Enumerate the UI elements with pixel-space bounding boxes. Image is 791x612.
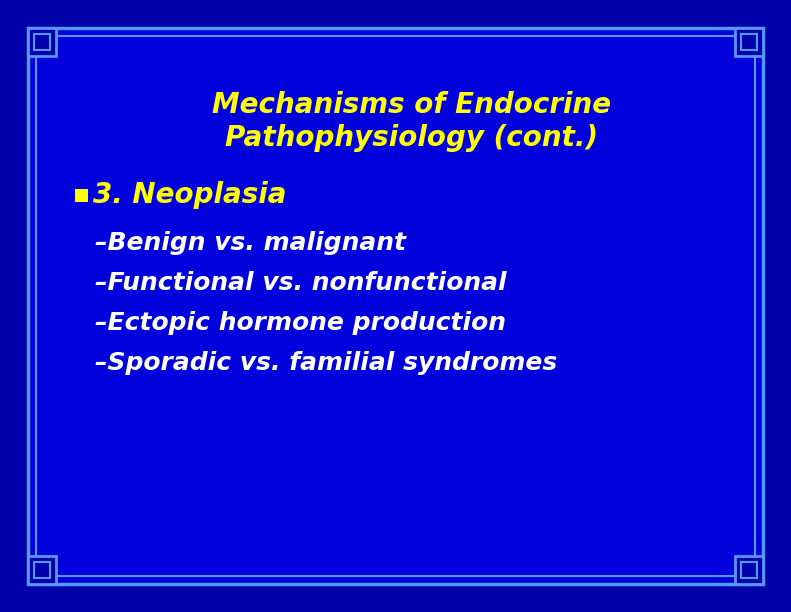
Bar [28, 28, 56, 56]
Bar [741, 34, 757, 50]
Bar [741, 562, 757, 578]
Text: –Ectopic hormone production: –Ectopic hormone production [95, 311, 506, 335]
Text: –Benign vs. malignant: –Benign vs. malignant [95, 231, 406, 255]
Bar [75, 188, 88, 201]
Text: Pathophysiology (cont.): Pathophysiology (cont.) [225, 124, 598, 152]
Bar [735, 28, 763, 56]
Text: –Sporadic vs. familial syndromes: –Sporadic vs. familial syndromes [95, 351, 557, 375]
Text: 3. Neoplasia: 3. Neoplasia [93, 181, 286, 209]
Bar [34, 34, 50, 50]
Bar [735, 556, 763, 584]
Text: Mechanisms of Endocrine: Mechanisms of Endocrine [212, 91, 611, 119]
Text: –Functional vs. nonfunctional: –Functional vs. nonfunctional [95, 271, 506, 295]
Bar [28, 556, 56, 584]
Bar [36, 36, 755, 576]
Bar [34, 562, 50, 578]
